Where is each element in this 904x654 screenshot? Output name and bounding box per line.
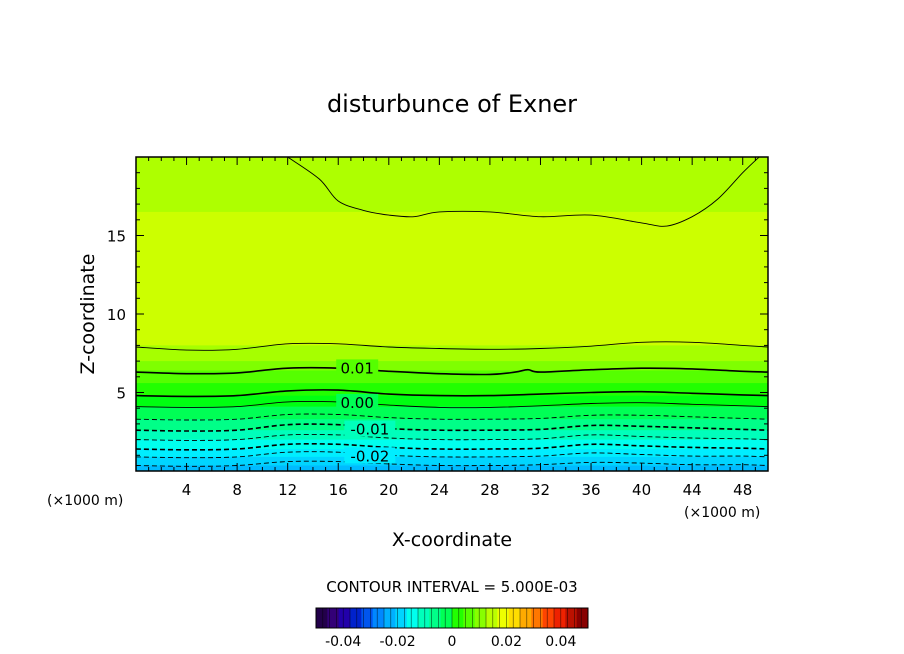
contour-line	[136, 389, 768, 398]
colorbar-segment	[542, 608, 555, 628]
contour-label-bg	[336, 359, 379, 376]
colorbar-tick-label: 0.04	[545, 634, 576, 650]
filled-contour-bands	[136, 157, 768, 471]
colorbar-segment	[497, 608, 510, 628]
colorbar-segment	[463, 608, 476, 628]
contour-label: 0.01	[340, 359, 373, 377]
fill-band	[136, 419, 768, 431]
colorbar-segment	[316, 608, 328, 628]
colorbar-segment	[474, 608, 487, 628]
colorbar-frame	[315, 607, 589, 629]
contour-line	[136, 423, 768, 432]
colorbar-segment	[372, 608, 385, 628]
chart-title: disturbunce of Exner	[327, 90, 577, 118]
colorbar-segment	[486, 608, 498, 628]
y-axis-ticks: 5 10 15	[107, 172, 768, 456]
fill-band	[136, 406, 768, 420]
colorbar-segment	[327, 608, 340, 628]
fill-band	[136, 157, 768, 213]
y-tick-label: 10	[107, 306, 126, 324]
contour-line	[136, 443, 768, 451]
colorbar-segment	[565, 608, 578, 628]
x-tick-label: 28	[480, 481, 499, 499]
colorbar-segment	[384, 608, 396, 628]
fill-band	[136, 456, 768, 467]
colorbar-segment	[440, 608, 453, 628]
x-unit-right: (×1000 m)	[684, 505, 760, 521]
colorbar-tick-labels: -0.04 -0.02 0 0.02 0.04	[325, 634, 576, 650]
x-tick-label: 44	[683, 481, 702, 499]
contour-lines	[136, 157, 768, 467]
colorbar-tick-label: 0	[448, 634, 457, 650]
contour-label-bg	[344, 420, 396, 437]
contour-labels: 0.01 0.00 -0.01 -0.02	[336, 359, 396, 465]
fill-band	[136, 345, 768, 362]
colorbar-segment	[338, 608, 351, 628]
colorbar-segment	[508, 608, 521, 628]
colorbar-segment	[418, 608, 430, 628]
contour-line	[287, 157, 760, 227]
fill-band	[136, 370, 768, 384]
x-axis-label: X-coordinate	[392, 529, 512, 551]
colorbar	[315, 608, 589, 628]
x-tick-label: 32	[531, 481, 550, 499]
contour-line	[136, 413, 768, 421]
colorbar-segment	[406, 608, 419, 628]
x-axis-ticks: 4 8 12 16 20 24 28 32 36 40 44 48	[148, 157, 756, 499]
colorbar-segment	[576, 608, 589, 628]
contour-label: -0.01	[350, 421, 389, 439]
fill-band	[136, 449, 768, 458]
colorbar-segment	[554, 608, 566, 628]
fill-band	[136, 430, 768, 441]
colorbar-segment	[361, 608, 374, 628]
colorbar-tick-label: 0.02	[491, 634, 522, 650]
fill-band	[136, 383, 768, 397]
fill-band	[136, 211, 768, 346]
contour-line	[136, 341, 768, 351]
colorbar-segment	[429, 608, 442, 628]
colorbar-segment	[395, 608, 408, 628]
x-tick-label: 24	[430, 481, 449, 499]
x-tick-label: 40	[632, 481, 651, 499]
x-unit-left: (×1000 m)	[47, 493, 123, 509]
x-tick-label: 16	[329, 481, 348, 499]
colorbar-segment	[531, 608, 544, 628]
plot-area: 0.010.00-0.01-0.02 4 8 12 16 20 24 28 32 36 40 44 4…	[107, 156, 769, 499]
contour-line	[136, 451, 768, 459]
colorbar-segment	[350, 608, 362, 628]
x-tick-label: 20	[379, 481, 398, 499]
contour-label: -0.02	[350, 447, 389, 465]
contour-label-bg	[344, 447, 396, 464]
fill-band	[136, 361, 768, 372]
contour-interval-text: CONTOUR INTERVAL = 5.000E-03	[326, 578, 577, 596]
colorbar-tick-label: -0.04	[325, 634, 361, 650]
y-axis-label: Z-coordinate	[77, 254, 99, 375]
colorbar-segment	[452, 608, 464, 628]
contour-line	[136, 366, 768, 376]
colorbar-tick-label: -0.02	[379, 634, 415, 650]
fill-band	[136, 439, 768, 450]
fill-band	[136, 395, 768, 408]
x-tick-label: 48	[733, 481, 752, 499]
x-tick-label: 4	[182, 481, 192, 499]
contour-label-bg	[336, 393, 379, 410]
y-tick-label: 5	[116, 385, 126, 403]
contour-label: 0.00	[340, 394, 373, 412]
x-tick-label: 8	[232, 481, 242, 499]
x-tick-label: 12	[278, 481, 297, 499]
contour-line	[136, 433, 768, 441]
colorbar-segment	[520, 608, 532, 628]
contour-line	[136, 460, 768, 467]
y-tick-label: 15	[107, 228, 126, 246]
contour-line	[136, 400, 768, 409]
x-tick-label: 36	[581, 481, 600, 499]
